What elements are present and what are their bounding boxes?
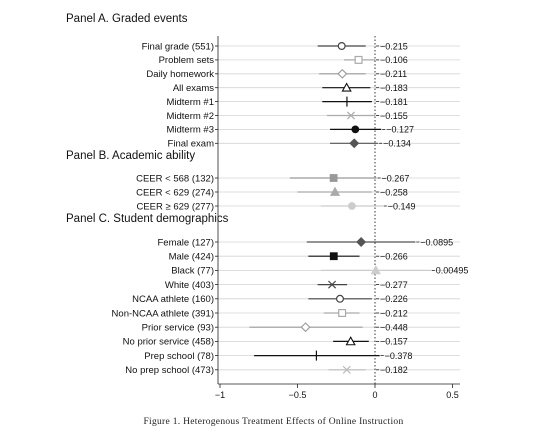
value-label: −0.183 bbox=[380, 83, 408, 93]
value-label: −0.211 bbox=[380, 69, 407, 79]
row-label: Final grade (551) bbox=[142, 41, 214, 52]
row-label: Midterm #3 bbox=[166, 125, 214, 136]
row-label: Male (424) bbox=[169, 252, 214, 263]
figure-caption: Figure 1. Heterogenous Treatment Effects… bbox=[143, 417, 404, 427]
x-tick-label: −1 bbox=[215, 390, 225, 400]
value-label: −0.155 bbox=[380, 111, 408, 121]
row-label: Prep school (78) bbox=[144, 351, 214, 362]
value-label: −0.215 bbox=[380, 41, 408, 51]
row-label: Midterm #1 bbox=[166, 97, 214, 108]
value-label: −0.106 bbox=[380, 55, 408, 65]
value-label: −0.378 bbox=[385, 351, 413, 361]
estimate-marker bbox=[329, 252, 338, 261]
estimate-marker bbox=[354, 55, 363, 64]
row-label: All exams bbox=[173, 83, 214, 94]
row-label: No prep school (473) bbox=[125, 365, 214, 376]
value-label: −0.157 bbox=[380, 337, 408, 347]
value-label: −0.226 bbox=[380, 294, 408, 304]
estimate-marker bbox=[370, 265, 381, 275]
estimate-marker bbox=[356, 237, 367, 247]
row-label: NCAA athlete (160) bbox=[132, 294, 214, 305]
estimate-marker bbox=[342, 365, 351, 374]
value-label: −0.181 bbox=[380, 97, 408, 107]
row-label: Prior service (93) bbox=[142, 323, 214, 334]
row-label: Final exam bbox=[168, 139, 215, 150]
value-label: −0.212 bbox=[380, 308, 408, 318]
row-label: CEER < 629 (274) bbox=[136, 187, 214, 198]
value-label: −0.182 bbox=[380, 365, 408, 375]
estimate-marker bbox=[328, 280, 337, 289]
row-label: Daily homework bbox=[146, 69, 214, 80]
row-label: No prior service (458) bbox=[123, 337, 214, 348]
estimate-marker bbox=[337, 41, 346, 50]
value-label: 0.00495 bbox=[436, 266, 469, 276]
value-label: −0.277 bbox=[380, 280, 408, 290]
estimate-marker bbox=[337, 68, 348, 79]
estimate-marker bbox=[351, 125, 360, 134]
row-label: White (403) bbox=[165, 280, 214, 291]
value-label: −0.258 bbox=[380, 187, 408, 197]
value-label: −0.127 bbox=[386, 125, 414, 135]
estimate-marker bbox=[335, 294, 344, 303]
panel-title: Panel A. Graded events bbox=[66, 13, 188, 25]
row-label: Female (127) bbox=[158, 237, 215, 248]
value-label: −0.267 bbox=[382, 173, 410, 183]
value-label: −0.134 bbox=[383, 139, 411, 149]
estimate-marker bbox=[341, 82, 352, 92]
estimate-marker bbox=[329, 174, 338, 182]
x-tick-label: 0 bbox=[372, 390, 377, 400]
value-label: −0.448 bbox=[380, 323, 408, 333]
row-label: Black (77) bbox=[171, 266, 214, 277]
value-label: −0.0895 bbox=[420, 237, 453, 247]
row-label: Non-NCAA athlete (391) bbox=[112, 308, 214, 319]
estimate-marker bbox=[338, 309, 347, 318]
estimate-marker bbox=[348, 202, 356, 210]
estimate-marker bbox=[349, 138, 360, 149]
row-label: CEER < 568 (132) bbox=[136, 173, 214, 184]
estimate-marker bbox=[329, 186, 341, 196]
row-label: CEER ≥ 629 (277) bbox=[136, 201, 214, 212]
row-label: Problem sets bbox=[159, 55, 215, 66]
value-label: −0.149 bbox=[388, 201, 416, 211]
estimate-marker bbox=[346, 111, 355, 120]
x-tick-label: −0.5 bbox=[289, 390, 307, 400]
panel-title: Panel C. Student demographics bbox=[66, 213, 229, 225]
value-label: −0.266 bbox=[380, 252, 408, 262]
row-label: Midterm #2 bbox=[166, 111, 214, 122]
x-tick-label: 0.5 bbox=[446, 390, 459, 400]
panel-title: Panel B. Academic ability bbox=[66, 150, 195, 162]
estimate-marker bbox=[300, 322, 311, 333]
estimate-marker bbox=[345, 336, 356, 346]
